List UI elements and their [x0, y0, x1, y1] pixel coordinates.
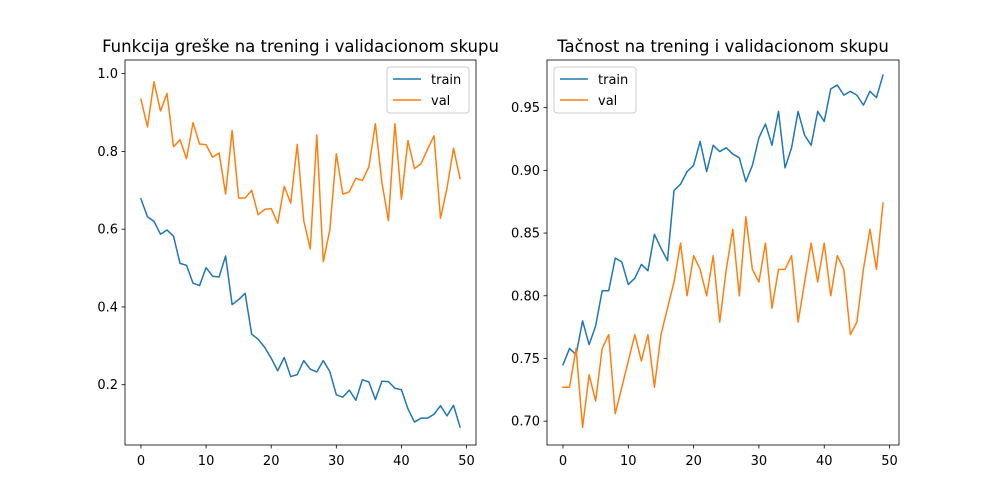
x-tick-label: 40 [393, 454, 410, 469]
legend-label-train: train [598, 73, 628, 88]
plot-frame [546, 59, 900, 446]
x-tick-label: 50 [881, 454, 898, 469]
chart-title: Tačnost na trening i validacionom skupu [556, 37, 889, 56]
x-tick-label: 10 [198, 454, 215, 469]
y-tick-label: 0.90 [511, 164, 540, 179]
y-tick-label: 0.95 [511, 101, 540, 116]
legend: train val [553, 66, 637, 114]
accuracy-chart: Tačnost na trening i validacionom skupu … [511, 37, 900, 469]
y-tick-label: 0.4 [97, 300, 118, 315]
y-tick-label: 0.80 [511, 289, 540, 304]
x-tick-label: 20 [263, 454, 280, 469]
series-line-train [139, 197, 461, 429]
x-tick-label: 0 [137, 454, 145, 469]
legend-label-val: val [598, 94, 617, 109]
legend-label-train: train [431, 73, 461, 88]
loss-chart: Funkcija greške na trening i validaciono… [97, 37, 499, 469]
legend: train val [386, 66, 470, 114]
y-tick-label: 0.85 [511, 227, 540, 242]
y-tick-label: 0.8 [97, 145, 118, 160]
x-tick-label: 0 [559, 454, 567, 469]
y-tick-label: 0.75 [511, 352, 540, 367]
series-line-val [562, 202, 884, 429]
chart-title: Funkcija greške na trening i validaciono… [102, 37, 499, 56]
legend-label-val: val [431, 94, 450, 109]
y-tick-label: 1.0 [97, 67, 118, 82]
series-line-val [140, 81, 461, 263]
y-tick-label: 0.70 [511, 415, 540, 430]
plot-frame [124, 59, 477, 446]
x-tick-label: 40 [816, 454, 833, 469]
y-tick-label: 0.2 [97, 378, 118, 393]
y-tick-label: 0.6 [97, 223, 118, 238]
x-tick-label: 10 [620, 454, 637, 469]
x-tick-label: 50 [458, 454, 475, 469]
x-tick-label: 30 [751, 454, 768, 469]
x-tick-label: 20 [685, 454, 702, 469]
series-line-train [562, 74, 884, 366]
x-tick-label: 30 [328, 454, 345, 469]
